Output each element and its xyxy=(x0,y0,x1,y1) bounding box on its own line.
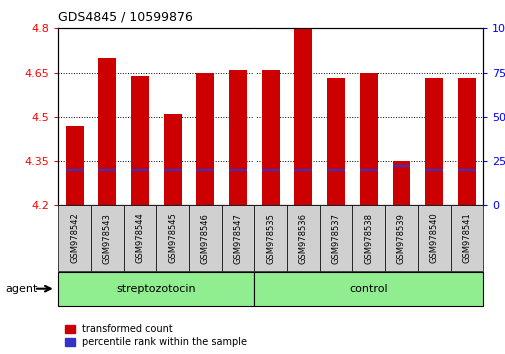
Bar xyxy=(229,169,246,171)
Text: agent: agent xyxy=(5,284,37,294)
Text: streptozotocin: streptozotocin xyxy=(116,284,196,294)
Bar xyxy=(98,58,116,205)
Bar xyxy=(359,73,377,205)
Text: GSM978546: GSM978546 xyxy=(200,213,210,263)
Text: GSM978542: GSM978542 xyxy=(70,213,79,263)
Text: GSM978544: GSM978544 xyxy=(135,213,144,263)
Bar xyxy=(261,70,279,205)
Bar xyxy=(131,169,148,171)
Bar xyxy=(457,79,475,205)
Text: GSM978537: GSM978537 xyxy=(331,212,340,264)
Text: GSM978540: GSM978540 xyxy=(429,213,438,263)
Text: GSM978547: GSM978547 xyxy=(233,213,242,263)
Bar xyxy=(229,70,246,205)
Bar xyxy=(392,165,410,167)
Bar xyxy=(66,126,83,205)
Text: GSM978535: GSM978535 xyxy=(266,213,275,263)
Text: GSM978539: GSM978539 xyxy=(396,213,405,263)
Legend: transformed count, percentile rank within the sample: transformed count, percentile rank withi… xyxy=(63,322,249,349)
Bar xyxy=(294,28,312,205)
Text: GSM978536: GSM978536 xyxy=(298,212,308,264)
Bar xyxy=(326,79,344,205)
Bar xyxy=(294,169,312,171)
Bar xyxy=(196,169,214,171)
Bar xyxy=(163,169,181,171)
Bar xyxy=(98,169,116,171)
Text: GDS4845 / 10599876: GDS4845 / 10599876 xyxy=(58,10,193,23)
Text: GSM978538: GSM978538 xyxy=(364,212,373,264)
Bar xyxy=(392,161,410,205)
Bar xyxy=(131,75,148,205)
Bar xyxy=(424,79,442,205)
Bar xyxy=(424,169,442,171)
Text: control: control xyxy=(349,284,387,294)
Bar xyxy=(457,169,475,171)
Bar xyxy=(326,169,344,171)
Bar xyxy=(66,169,83,171)
Bar xyxy=(261,169,279,171)
Bar xyxy=(163,114,181,205)
Bar xyxy=(359,169,377,171)
Text: GSM978541: GSM978541 xyxy=(462,213,471,263)
Text: GSM978545: GSM978545 xyxy=(168,213,177,263)
Text: GSM978543: GSM978543 xyxy=(103,213,112,263)
Bar xyxy=(196,73,214,205)
